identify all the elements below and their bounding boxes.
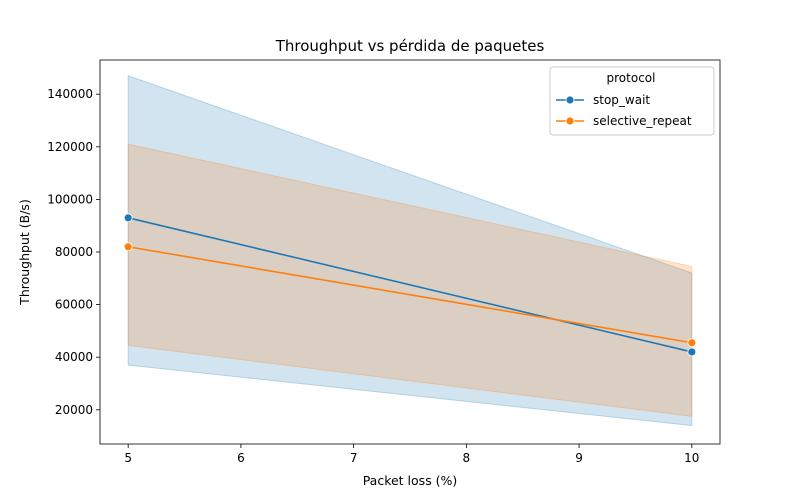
x-tick-label: 9: [575, 451, 583, 465]
y-tick-label: 20000: [55, 403, 93, 417]
ci-band-selective-repeat: [127, 143, 693, 417]
x-tick-label: 8: [463, 451, 471, 465]
legend-box: [549, 66, 715, 136]
y-tick-label: 120000: [47, 140, 93, 154]
y-tick-label: 40000: [55, 350, 93, 364]
x-axis-label: Packet loss (%): [363, 473, 458, 488]
legend-label-selective-repeat: selective_repeat: [593, 114, 692, 128]
legend-label-stop-wait: stop_wait: [593, 93, 650, 107]
y-tick-label: 80000: [55, 245, 93, 259]
series-line-stop-wait: [127, 217, 693, 353]
chart-title: Throughput vs pérdida de paquetes: [275, 37, 545, 55]
y-tick-label: 60000: [55, 298, 93, 312]
y-axis-label: Throughput (B/s): [17, 199, 32, 306]
series-lines: [127, 217, 693, 353]
legend-marker-selective-repeat: [565, 116, 575, 126]
data-point-selective-repeat: [687, 338, 697, 348]
confidence-bands: [127, 75, 693, 427]
x-tick-label: 5: [124, 451, 132, 465]
y-tick-label: 140000: [47, 87, 93, 101]
data-point-stop-wait: [123, 213, 133, 223]
series-points: [123, 213, 697, 357]
x-tick-label: 7: [350, 451, 358, 465]
ci-band-stop-wait: [127, 75, 693, 427]
y-axis: 20000 40000 60000 80000 100000 120000 140000: [47, 87, 100, 417]
x-axis: 5 6 7 8 9 10: [124, 444, 699, 465]
series-line-selective-repeat: [128, 245, 692, 344]
legend: protocol stop_wait selective_repeat: [549, 66, 715, 136]
legend-title: protocol: [607, 71, 656, 85]
data-point-stop-wait: [687, 347, 697, 357]
legend-marker-stop-wait: [565, 95, 575, 105]
x-tick-label: 6: [237, 451, 245, 465]
data-point-selective-repeat: [123, 242, 133, 252]
x-tick-label: 10: [684, 451, 699, 465]
y-tick-label: 100000: [47, 192, 93, 206]
